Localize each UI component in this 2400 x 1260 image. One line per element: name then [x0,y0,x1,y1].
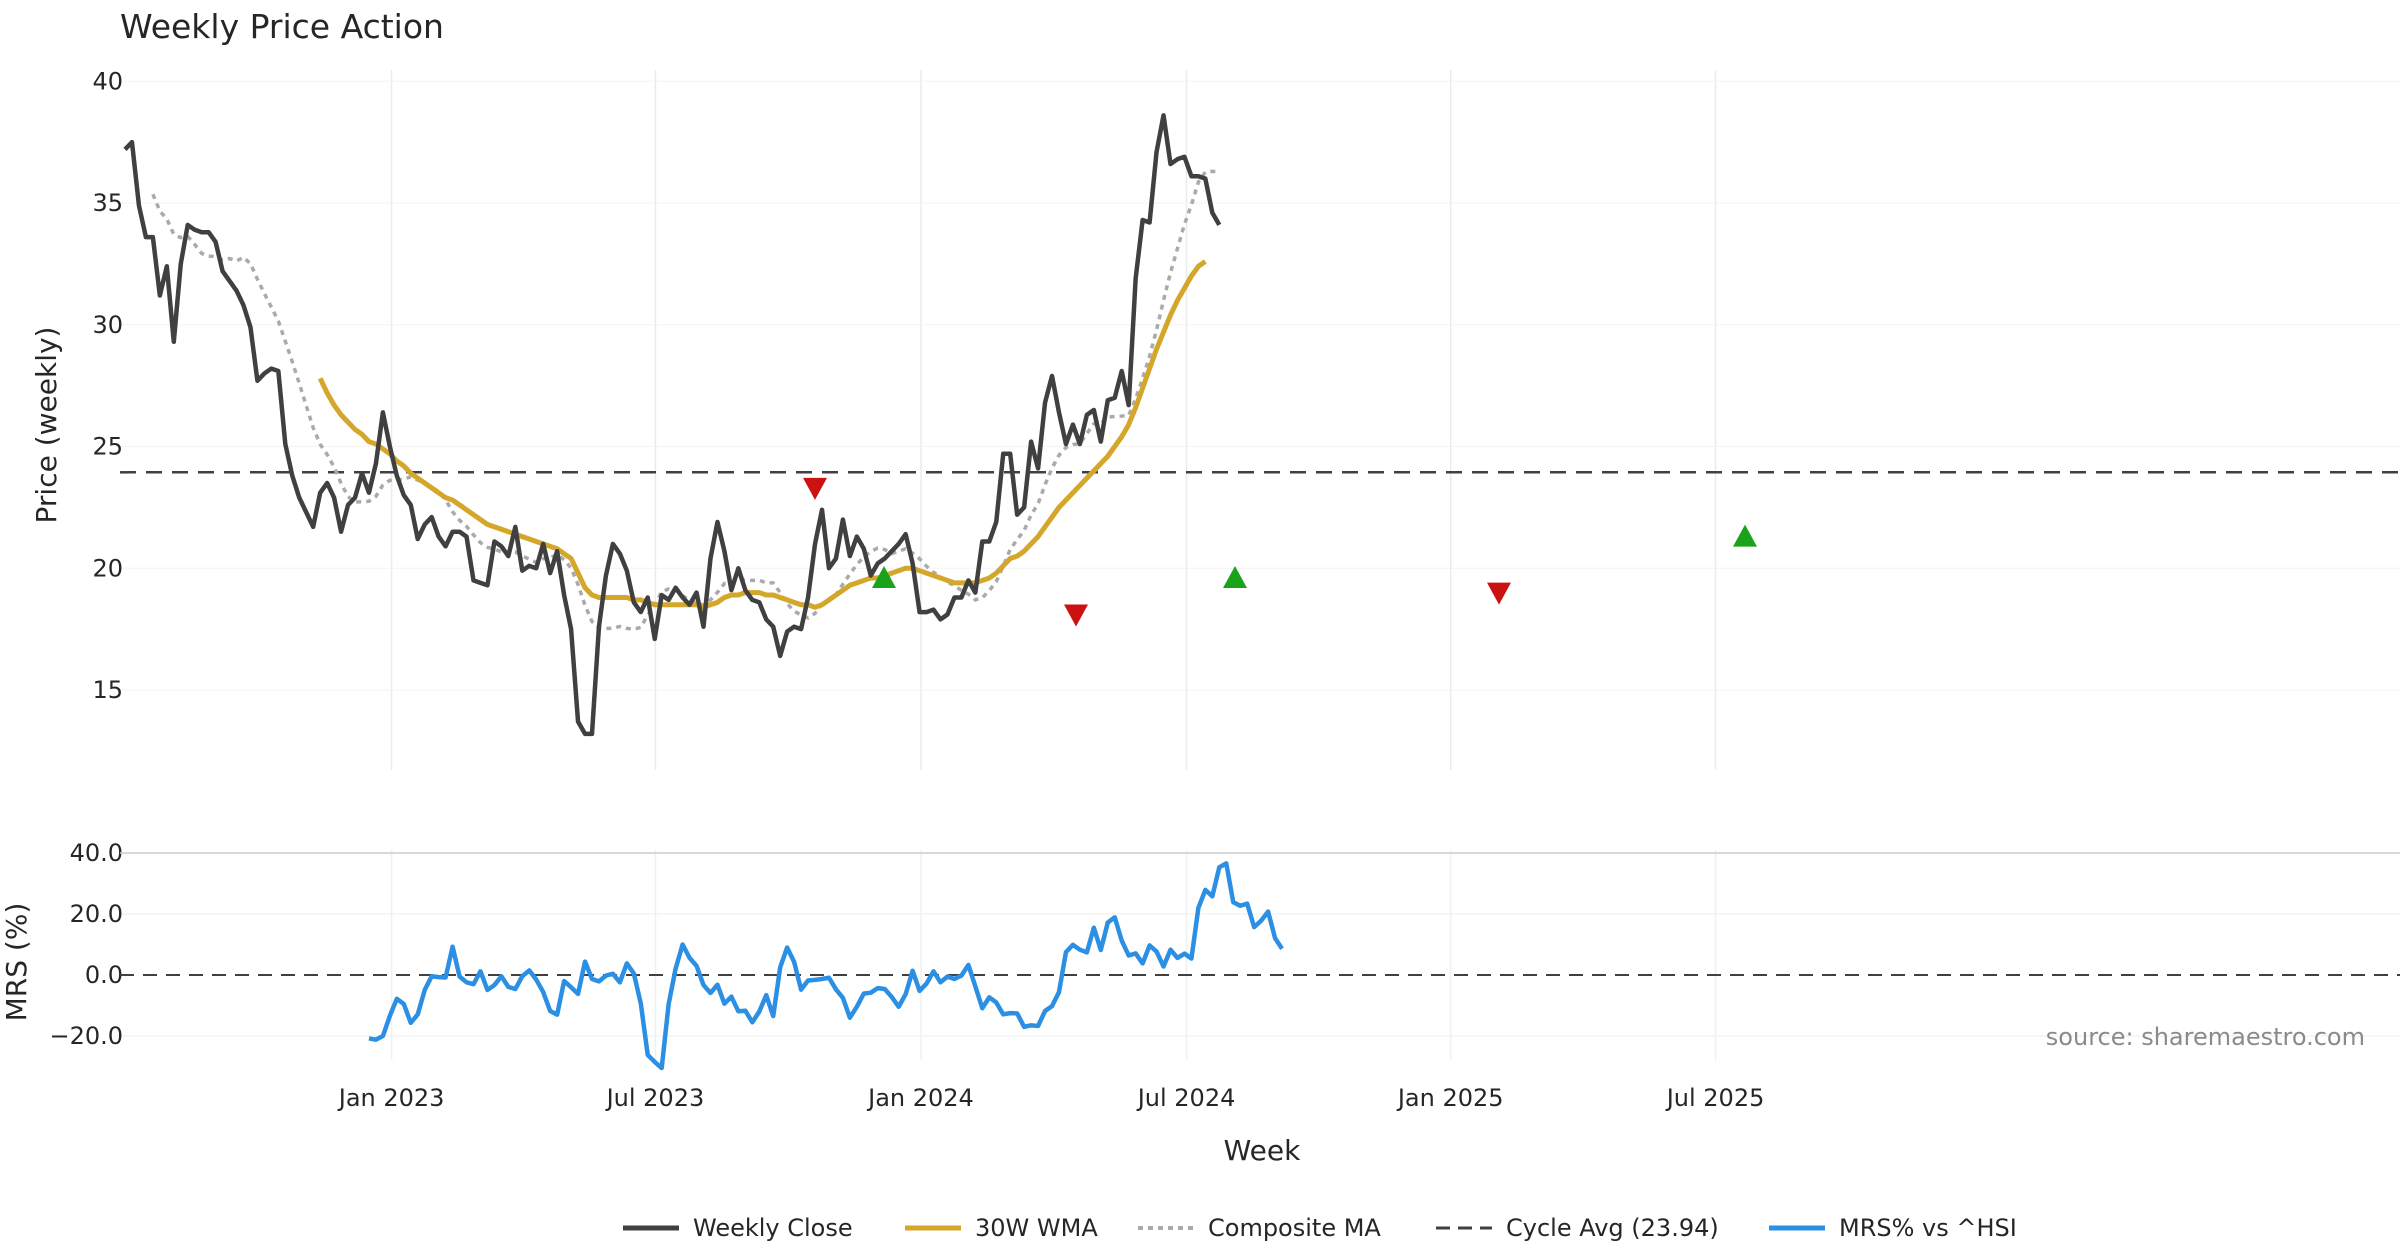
weekly-close-line [123,113,1222,737]
wma-line [317,259,1207,610]
legend-label: Weekly Close [693,1214,853,1242]
price-y-axis-label: Price (weekly) [30,327,63,524]
x-tick-label: Jul 2023 [605,1084,705,1112]
sell-signal-marker [803,477,827,500]
price-y-ticks: 15 20 25 30 35 40 [92,67,123,704]
x-tick-label: Jan 2025 [1396,1084,1504,1112]
legend-label: MRS% vs ^HSI [1839,1214,2017,1242]
price-y-tick-label: 15 [92,676,123,704]
legend-label: Composite MA [1208,1214,1381,1242]
x-tick-label: Jan 2023 [337,1084,445,1112]
price-grid [120,70,2400,770]
mrs-y-axis-label: MRS (%) [0,903,33,1022]
sell-signal-marker [1487,582,1511,605]
x-tick-label: Jan 2024 [866,1084,974,1112]
mrs-y-tick-label: 0.0 [85,961,123,989]
mrs-y-ticks: 40.0 20.0 0.0 −20.0 [49,839,123,1050]
sell-signal-marker [1064,604,1088,627]
legend: Weekly Close 30W WMA Composite MA Cycle Avg… [623,1214,2017,1242]
x-axis-label: Week [1224,1134,1301,1167]
buy-signal-marker [1223,565,1247,588]
legend-label: Cycle Avg (23.94) [1506,1214,1719,1242]
x-tick-label: Jul 2025 [1665,1084,1765,1112]
signal-markers [803,477,1757,627]
chart-title: Weekly Price Action [120,7,444,46]
legend-label: 30W WMA [975,1214,1098,1242]
mrs-y-tick-label: −20.0 [49,1022,123,1050]
price-y-tick-label: 30 [92,311,123,339]
price-y-tick-label: 35 [92,189,123,217]
x-tick-label: Jul 2024 [1136,1084,1236,1112]
x-ticks: Jan 2023 Jul 2023 Jan 2024 Jul 2024 Jan 2025… [337,1084,1765,1112]
price-y-tick-label: 40 [92,67,123,95]
source-note: source: sharemaestro.com [2046,1023,2365,1051]
buy-signal-marker [872,565,896,588]
price-y-tick-label: 25 [92,433,123,461]
buy-signal-marker [1733,524,1757,547]
mrs-y-tick-label: 40.0 [70,839,123,867]
mrs-y-tick-label: 20.0 [70,900,123,928]
price-y-tick-label: 20 [92,554,123,582]
composite-ma-line [151,169,1220,631]
mrs-line [368,861,1284,1071]
